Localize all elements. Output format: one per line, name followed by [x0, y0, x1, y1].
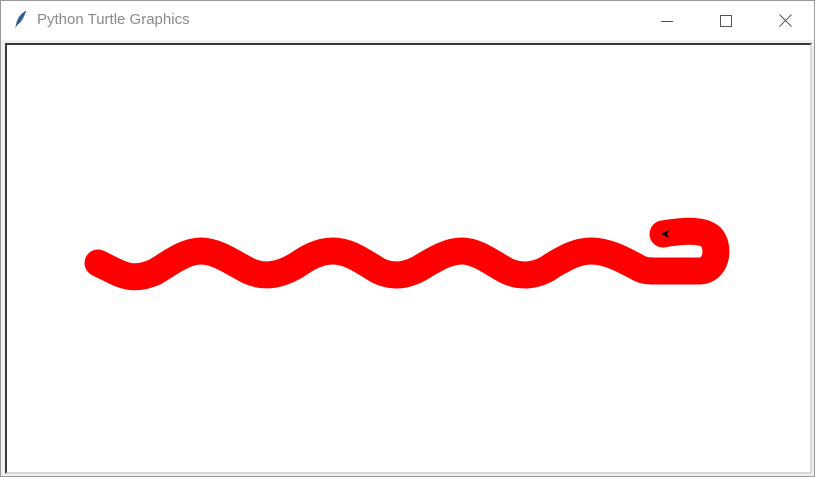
window-title: Python Turtle Graphics: [37, 11, 190, 28]
minimize-icon: [661, 20, 673, 22]
minimize-button[interactable]: [638, 1, 696, 40]
maximize-button[interactable]: [697, 1, 755, 40]
close-icon: [778, 14, 792, 27]
pen-trail: [84, 217, 730, 291]
classic-arrow-icon: [661, 230, 669, 238]
turtle-canvas[interactable]: [7, 45, 810, 472]
title-bar[interactable]: Python Turtle Graphics: [1, 1, 814, 40]
turtle-canvas-frame: [5, 43, 812, 474]
feather-icon: [15, 10, 27, 29]
maximize-icon: [720, 14, 732, 27]
close-button[interactable]: [756, 1, 814, 40]
